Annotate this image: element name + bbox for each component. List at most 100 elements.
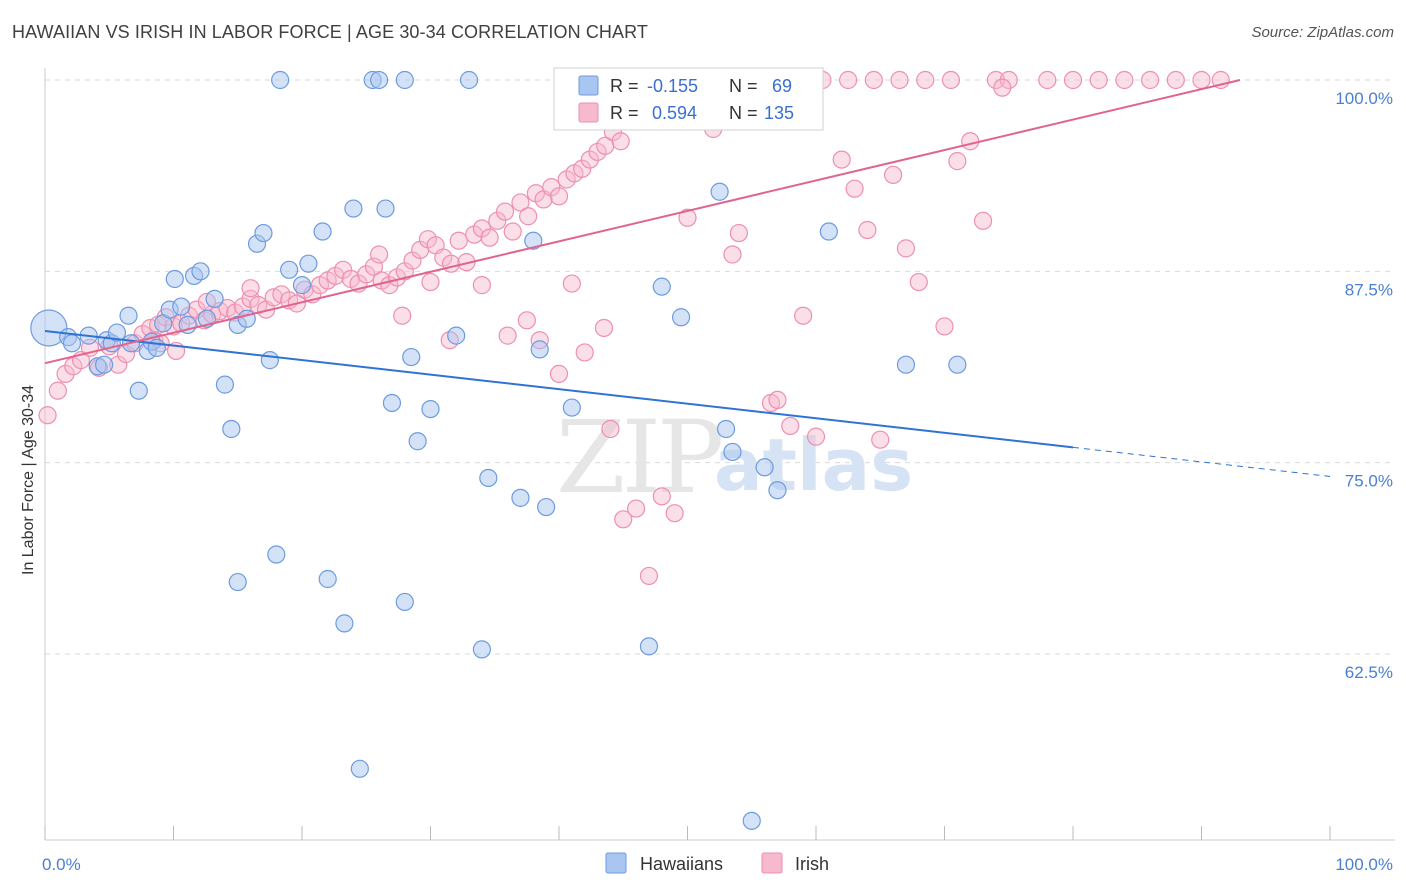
hawaiian-point [370,70,389,90]
hawaiian-point [350,759,369,778]
legend-n-value-2: 135 [764,103,794,123]
hawaiian-point [447,326,466,345]
axes [44,68,1395,841]
irish-point [858,220,877,240]
hawaiian-point [402,347,421,367]
watermark-atlas: atlas [714,423,913,507]
irish-point [832,150,851,169]
irish-point [665,504,684,523]
gridlines [45,79,1395,655]
irish-point [611,132,630,151]
irish-point [449,231,468,250]
irish-point [941,70,961,90]
hawaiian-point [472,640,491,659]
y-tick-label: 87.5% [1345,280,1393,299]
irish-point [768,390,787,410]
hawaiian-point [95,355,114,374]
y-tick-label: 75.0% [1345,472,1393,491]
hawaiian-point [408,432,427,451]
hawaiian-points [30,70,967,830]
x-tick-label-start: 0.0% [42,855,81,874]
irish-point [480,228,499,247]
bottom-legend-swatch-hawaiian [605,852,627,874]
hawaiian-point [205,289,224,308]
irish-point [573,159,592,178]
hawaiian-trend-extension [1072,446,1331,477]
top-legend: R = -0.155 N = 69 R = 0.594 N = 135 [553,67,824,131]
irish-point [614,510,633,529]
irish-point [1038,70,1057,90]
hawaiian-point [530,340,549,359]
legend-box [553,67,824,131]
irish-point [472,276,491,295]
trend-lines [44,79,1331,477]
legend-r-label-2: R = [610,103,639,123]
watermark: ZIP atlas [556,399,913,516]
hawaiian-point [172,297,191,316]
irish-point [806,427,826,446]
irish-point [517,311,536,330]
hawaiian-point [652,277,671,296]
hawaiian-point [280,260,299,279]
irish-point [334,260,353,279]
irish-point [916,70,935,90]
irish-point [370,245,389,264]
irish-point [993,78,1012,97]
irish-point [883,165,903,185]
hawaiian-point [948,355,967,374]
irish-point [1115,70,1134,90]
bottom-legend: Hawaiians Irish [605,852,829,874]
irish-point [542,178,561,197]
hawaiian-point [165,269,184,289]
legend-r-value-2: 0.594 [652,103,697,123]
irish-point [357,265,376,284]
irish-point [56,364,75,383]
hawaiian-point [147,338,166,357]
irish-point [503,222,522,241]
irish-point [781,416,800,436]
hawaiian-point [237,309,256,328]
hawaiian-point [376,199,395,218]
hawaiian-point [267,545,286,564]
hawaiian-point [292,276,312,295]
irish-point [472,219,491,238]
irish-point [973,211,993,230]
irish-point [519,207,538,226]
irish-point [594,318,614,338]
hawaiian-point [479,468,498,488]
hawaiian-point [459,70,479,90]
irish-point [575,343,594,362]
hawaiian-point [524,231,543,250]
irish-point [871,430,890,449]
hawaiian-point [344,199,363,218]
irish-point [839,70,858,90]
bottom-legend-swatch-irish [761,852,783,874]
tick-labels: 100.0% 87.5% 75.0% 62.5% 0.0% 100.0% [42,89,1393,874]
hawaiian-point [896,355,916,374]
irish-point [580,150,599,169]
irish-point [652,487,671,506]
legend-swatch-hawaiian [578,75,599,96]
hawaiian-point [742,811,761,830]
hawaiian-point [299,254,318,273]
irish-point [562,274,581,293]
irish-point [421,272,440,292]
hawaiian-point [254,223,273,243]
y-tick-label: 62.5% [1345,663,1393,682]
hawaiian-point [716,419,736,439]
irish-point [935,317,954,336]
legend-n-value-1: 69 [772,76,792,96]
legend-n-label-2: N = [729,103,758,123]
hawaiian-point [395,70,414,90]
hawaiian-point [260,351,279,370]
legend-r-label-1: R = [610,76,639,96]
legend-n-label-1: N = [729,76,758,96]
irish-point [723,245,742,264]
irish-point [38,406,57,425]
bottom-legend-hawaiians: Hawaiians [640,854,723,874]
hawaiian-trend-line [44,330,1074,449]
hawaiian-point [191,262,210,281]
irish-point [1140,70,1160,90]
source-label: Source: ZipAtlas.com [1251,24,1394,41]
